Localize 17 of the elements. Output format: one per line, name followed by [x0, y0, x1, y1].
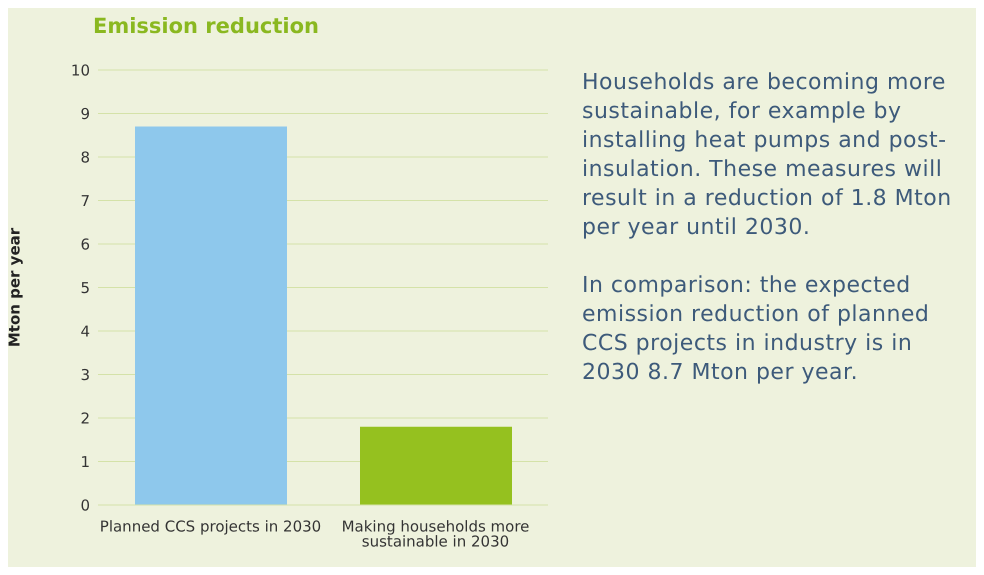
- y-tick-label: 5: [80, 278, 90, 297]
- y-tick-label: 6: [80, 235, 90, 254]
- y-tick-label: 7: [80, 192, 90, 210]
- x-tick-label: Planned CCS projects in 2030: [100, 518, 322, 536]
- y-tick-label: 10: [70, 61, 90, 80]
- y-tick-label: 0: [80, 496, 90, 514]
- y-tick-label: 1: [80, 452, 90, 471]
- y-tick-label: 4: [80, 322, 90, 340]
- y-tick-label: 2: [80, 409, 90, 428]
- y-tick-label: 9: [80, 104, 90, 123]
- y-tick-label: 8: [80, 148, 90, 166]
- y-tick-label: 3: [80, 366, 90, 384]
- text: In comparison: the expected emission reduction of planned CCS projects in industry is in 2030 8.7 Mton per year.: [582, 272, 930, 387]
- x-tick-label: Making households more sustainable in 2030: [342, 518, 530, 551]
- chart-title: Emission reduction: [93, 14, 319, 38]
- y-axis-title: Mton per year: [5, 227, 24, 348]
- text: Households are becoming more sustainable, for example by installing heat pumps and post-insulation. These measures will result in a reduction of 1.8 Mton per year until 2030.: [582, 69, 953, 242]
